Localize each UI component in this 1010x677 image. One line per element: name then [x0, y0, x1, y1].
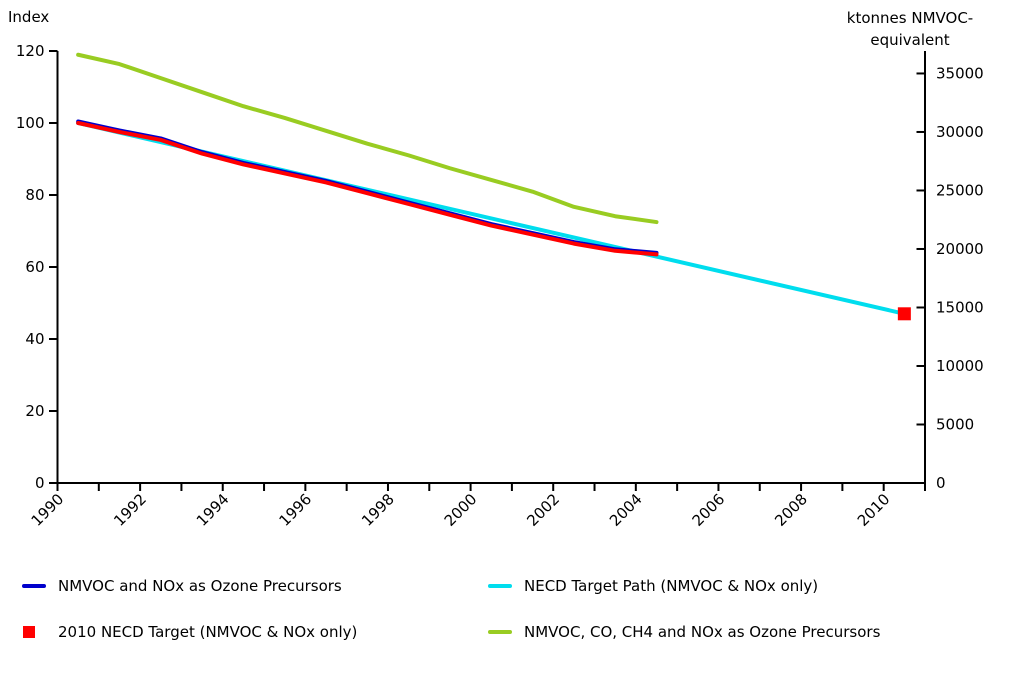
left-axis-tick-label: 60	[25, 258, 44, 276]
x-axis-tick-label: 2002	[523, 490, 563, 530]
right-axis-tick-label: 5000	[936, 415, 974, 433]
right-axis-title: ktonnes NMVOC- equivalent	[812, 8, 1008, 52]
legend-label: 2010 NECD Target (NMVOC & NOx only)	[58, 623, 358, 641]
series-line-four-pollutants	[76, 52, 659, 225]
x-axis-tick-label: 1992	[110, 490, 150, 530]
x-axis-tick-label: 2000	[441, 490, 481, 530]
right-axis-title-line2: equivalent	[870, 30, 950, 49]
right-axis-tick-label: 35000	[936, 64, 984, 82]
legend-item-2010-target: 2010 NECD Target (NMVOC & NOx only)	[22, 623, 357, 641]
left-axis-tick-label: 100	[16, 114, 45, 132]
target-marker-necd-2010-target	[897, 307, 911, 321]
legend-label: NECD Target Path (NMVOC & NOx only)	[524, 577, 819, 595]
necd-target-square-swatch	[23, 626, 35, 638]
nmvoc-nox-line-swatch	[22, 584, 46, 588]
legend-item-target-path: NECD Target Path (NMVOC & NOx only)	[488, 577, 818, 595]
x-axis-tick-label: 2004	[606, 490, 646, 530]
left-axis-tick-label: 0	[35, 474, 45, 492]
x-axis-tick-label: 2006	[689, 490, 729, 530]
x-axis-tick-label: 1996	[275, 490, 315, 530]
four-pollutant-line-swatch	[488, 630, 512, 634]
left-axis-tick-label: 80	[25, 186, 44, 204]
left-axis-title: Index	[8, 8, 50, 26]
right-axis-title-line1: ktonnes NMVOC-	[846, 9, 974, 27]
left-axis-tick-label: 20	[25, 402, 44, 420]
legend-swatch-wrap	[488, 630, 524, 634]
target-path-line-swatch	[488, 584, 512, 588]
right-axis-tick-label: 25000	[936, 181, 984, 199]
legend-swatch-wrap	[22, 626, 58, 638]
legend-label: NMVOC and NOx as Ozone Precursors	[58, 577, 342, 595]
series-line-nmvoc-nox	[76, 121, 659, 257]
right-axis-tick-label: 10000	[936, 357, 984, 375]
legend-swatch-wrap	[22, 584, 58, 588]
left-axis-tick-label: 120	[16, 42, 45, 60]
legend-item-nmvoc-nox: NMVOC and NOx as Ozone Precursors	[22, 577, 342, 595]
right-axis-tick-label: 0	[936, 474, 946, 492]
x-axis-tick-label: 1998	[358, 490, 398, 530]
legend-label: NMVOC, CO, CH4 and NOx as Ozone Precurso…	[524, 623, 881, 641]
legend-item-four-pollutants: NMVOC, CO, CH4 and NOx as Ozone Precurso…	[488, 623, 880, 641]
x-axis-tick-label: 2010	[854, 490, 894, 530]
left-axis-tick-label: 40	[25, 330, 44, 348]
emissions-chart: 0 20 40 60 80 100 120 0 5000 10000 15000 20000 25000…	[16, 42, 984, 530]
x-axis-tick-label: 2008	[771, 490, 811, 530]
right-axis-tick-label: 15000	[936, 298, 984, 316]
x-axis-tick-label: 1990	[28, 490, 68, 530]
x-axis-tick-label: 1994	[193, 490, 233, 530]
legend-swatch-wrap	[488, 584, 524, 588]
right-axis-tick-label: 20000	[936, 240, 984, 258]
right-axis-tick-label: 30000	[936, 123, 984, 141]
